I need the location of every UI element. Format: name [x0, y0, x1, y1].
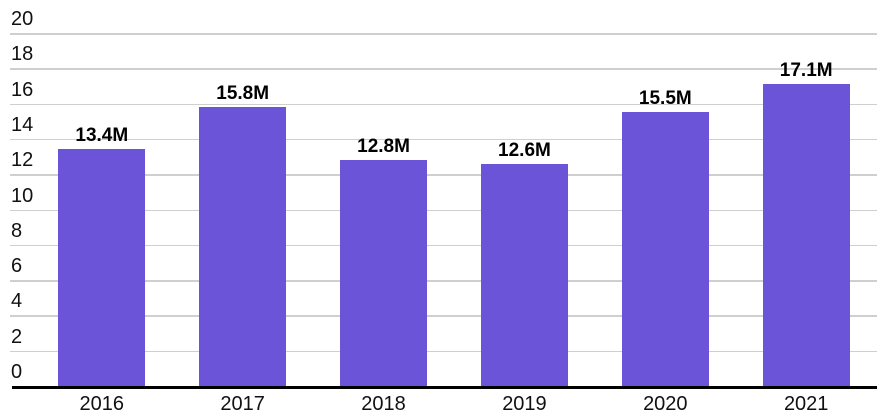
gridline	[10, 350, 877, 353]
y-axis-tick-label: 4	[11, 290, 23, 313]
y-axis-tick-label: 6	[11, 255, 23, 278]
gridline	[10, 138, 877, 141]
bar	[199, 107, 287, 386]
gridline	[10, 280, 877, 282]
bar	[480, 163, 568, 386]
y-axis-tick-label: 20	[11, 8, 34, 30]
x-axis-tick-label: 2016	[79, 393, 125, 415]
y-axis-tick-label: 8	[11, 219, 23, 242]
y-axis-tick-label: 14	[11, 113, 34, 136]
gridline	[10, 103, 877, 106]
y-axis-tick-label: 10	[11, 184, 34, 207]
bar-value-label: 15.8M	[216, 83, 270, 105]
y-axis-tick-label: 18	[11, 43, 34, 66]
bar-value-label: 15.5M	[638, 88, 692, 110]
y-axis-tick-label: 2	[11, 325, 23, 348]
bar-value-label: 13.4M	[75, 125, 129, 147]
x-axis-tick-label: 2017	[220, 393, 265, 415]
bar-value-label: 17.1M	[779, 60, 833, 82]
x-axis-tick-label: 2020	[643, 393, 688, 415]
y-axis-tick-label: 12	[11, 149, 34, 172]
x-axis-tick-label: 2021	[783, 393, 829, 415]
gridline	[10, 68, 877, 70]
gridline	[10, 209, 877, 211]
bar	[58, 149, 146, 386]
y-axis-tick-label: 16	[11, 78, 34, 101]
x-axis-line	[12, 386, 877, 389]
x-axis-tick-label: 2018	[361, 393, 406, 415]
bar	[621, 112, 709, 386]
gridline	[10, 315, 877, 317]
gridline	[10, 174, 877, 176]
gridline	[10, 244, 877, 247]
bar	[762, 84, 850, 386]
gridline	[10, 33, 877, 35]
y-axis-tick-label: 0	[11, 361, 23, 383]
bar-value-label: 12.8M	[357, 136, 410, 158]
bar	[340, 160, 428, 386]
bar-value-label: 12.6M	[498, 139, 551, 161]
x-axis-tick-label: 2019	[502, 393, 547, 415]
